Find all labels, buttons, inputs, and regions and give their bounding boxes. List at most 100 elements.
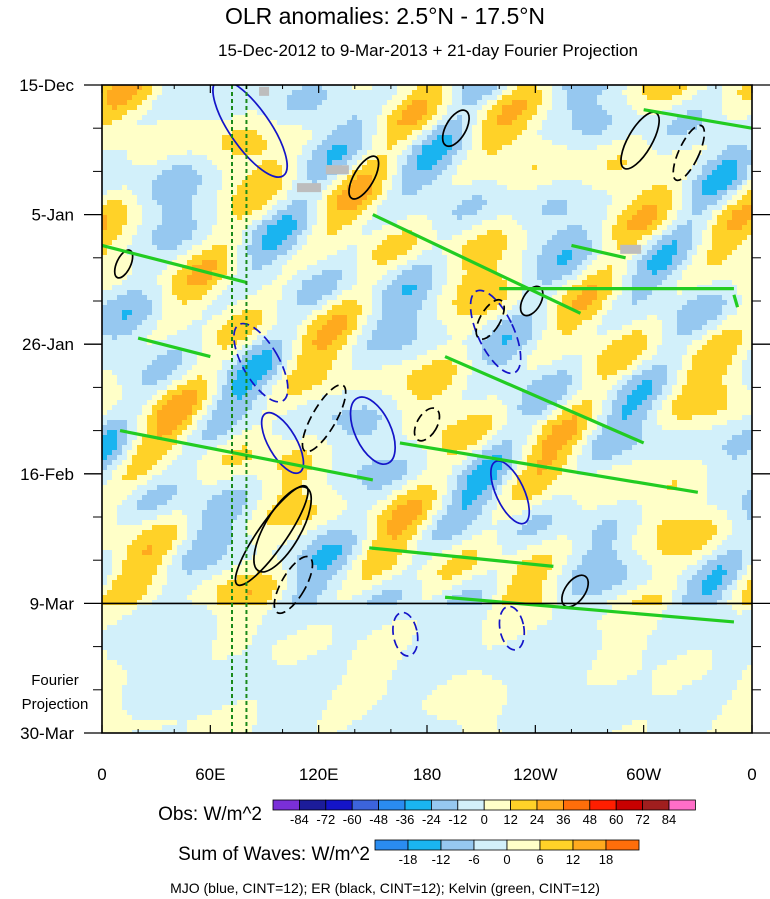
field-cell [372,230,378,236]
field-cell [732,190,738,196]
field-cell [387,90,393,96]
field-cell [102,220,108,226]
field-cell [612,170,618,176]
field-cell [147,190,153,196]
field-cell [557,265,563,271]
field-cell [317,230,323,236]
field-cell [407,140,413,146]
field-cell [392,265,398,271]
field-cell [582,120,588,126]
field-cell [272,135,278,141]
field-cell [362,155,368,161]
field-cell [182,165,188,171]
field-cell [162,170,168,176]
field-cell [402,270,408,276]
field-cell [527,240,533,246]
field-cell [212,245,218,251]
field-cell [307,125,313,131]
field-cell [302,100,308,106]
field-cell [342,115,348,121]
field-cell [632,130,638,136]
field-cell [387,175,393,181]
field-cell [122,185,128,191]
field-cell [662,225,668,231]
field-cell [297,160,303,166]
field-cell [397,120,403,126]
field-cell [432,90,438,96]
field-cell [122,190,128,196]
field-cell [592,210,598,216]
field-cell [427,90,433,96]
field-cell [587,200,593,206]
field-cell [662,95,668,101]
field-cell [507,235,513,241]
field-cell [277,185,283,191]
field-cell [407,185,413,191]
field-cell [662,235,668,241]
field-cell [417,115,423,121]
field-cell [502,125,508,131]
field-cell [387,235,393,241]
field-cell [207,255,213,261]
field-cell [702,95,708,101]
field-cell [242,135,248,141]
field-cell [447,220,453,226]
field-cell [642,215,648,221]
field-cell [622,85,628,91]
field-cell [642,105,648,111]
field-cell [412,85,418,91]
field-cell [522,110,528,116]
field-cell [617,270,623,276]
field-cell [542,215,548,221]
field-cell [557,145,563,151]
field-cell [372,180,378,186]
field-cell [122,260,128,266]
field-cell [637,215,643,221]
field-cell [512,120,518,126]
field-cell [447,180,453,186]
field-cell [272,270,278,276]
field-cell [717,195,723,201]
field-cell [422,265,428,271]
field-cell [367,210,373,216]
field-cell [637,225,643,231]
field-cell [472,270,478,276]
field-cell [457,165,463,171]
field-cell [457,110,463,116]
field-cell [707,205,713,211]
field-cell [187,185,193,191]
field-cell [527,170,533,176]
field-cell [477,130,483,136]
field-cell [487,150,493,156]
field-cell [137,85,143,91]
field-cell [392,150,398,156]
field-cell [492,260,498,266]
field-cell [477,255,483,261]
field-cell [667,225,673,231]
field-cell [197,150,203,156]
field-cell [587,215,593,221]
field-cell [467,175,473,181]
field-cell [652,200,658,206]
field-cell [337,125,343,131]
field-cell [627,265,633,271]
field-cell [562,245,568,251]
field-cell [572,160,578,166]
field-cell [637,140,643,146]
field-cell [152,150,158,156]
field-cell [257,185,263,191]
field-cell [712,255,718,261]
field-cell [322,180,328,186]
field-cell [387,155,393,161]
field-cell [207,120,213,126]
field-cell [462,105,468,111]
field-cell [632,175,638,181]
field-cell [127,245,133,251]
field-cell [152,215,158,221]
field-cell [602,260,608,266]
field-cell [592,195,598,201]
field-cell [102,140,108,146]
field-cell [707,210,713,216]
field-cell [632,115,638,121]
field-cell [237,260,243,266]
